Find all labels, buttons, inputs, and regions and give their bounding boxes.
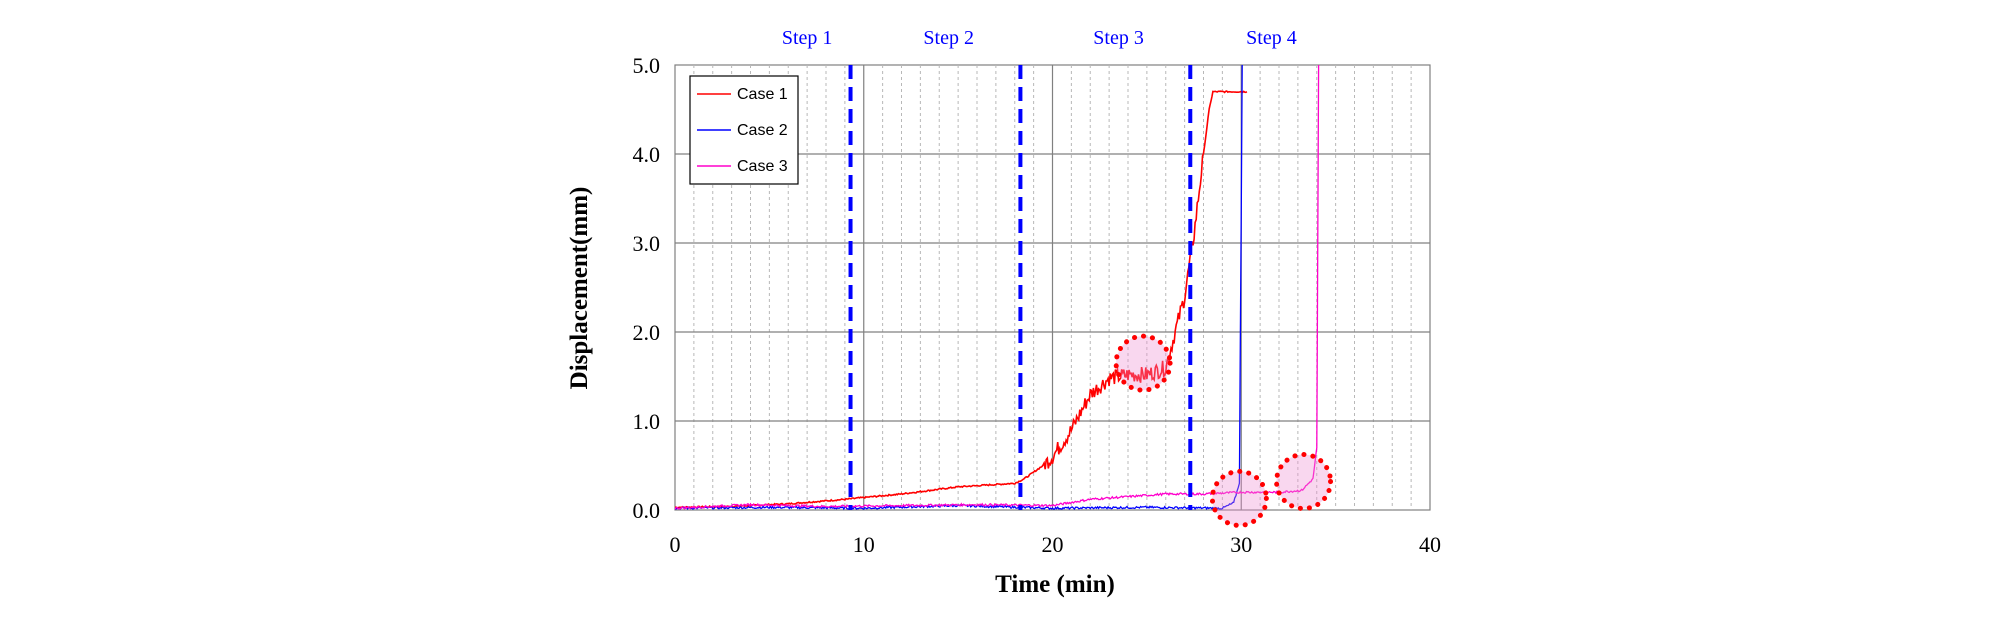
y-tick-label: 0.0: [633, 498, 661, 523]
step-labels: Step 1 Step 2 Step 3 Step 4: [782, 27, 1297, 49]
step-boundary-lines: [848, 65, 1193, 510]
legend-label-case-3: Case 3: [737, 158, 788, 175]
legend-label-case-2: Case 2: [737, 122, 788, 139]
y-tick-label: 1.0: [633, 409, 661, 434]
step-label: Step 1: [782, 27, 833, 49]
x-tick-label: 30: [1230, 532, 1252, 557]
x-tick-label: 20: [1042, 532, 1064, 557]
y-tick-label: 4.0: [633, 142, 661, 167]
y-tick-label: 3.0: [633, 231, 661, 256]
highlight-circle: [1274, 452, 1334, 512]
y-axis-label: Displacement(mm): [566, 187, 593, 390]
x-tick-label: 0: [670, 532, 681, 557]
legend: Case 1 Case 2 Case 3: [689, 75, 799, 185]
x-tick-labels: 0 10 20 30 40: [670, 532, 1442, 557]
highlight-circle: [1209, 468, 1269, 528]
y-tick-label: 2.0: [633, 320, 661, 345]
y-tick-label: 5.0: [633, 53, 661, 78]
legend-label-case-1: Case 1: [737, 86, 788, 103]
y-tick-labels: 0.0 1.0 2.0 3.0 4.0 5.0: [633, 53, 661, 523]
highlight-circle: [1113, 333, 1173, 393]
x-axis-label: Time (min): [995, 571, 1115, 598]
step-label: Step 4: [1246, 27, 1297, 49]
annotation-layer: [1113, 333, 1334, 528]
x-tick-label: 40: [1419, 532, 1441, 557]
step-label: Step 3: [1093, 27, 1144, 49]
x-tick-label: 10: [853, 532, 875, 557]
step-label: Step 2: [923, 27, 974, 49]
